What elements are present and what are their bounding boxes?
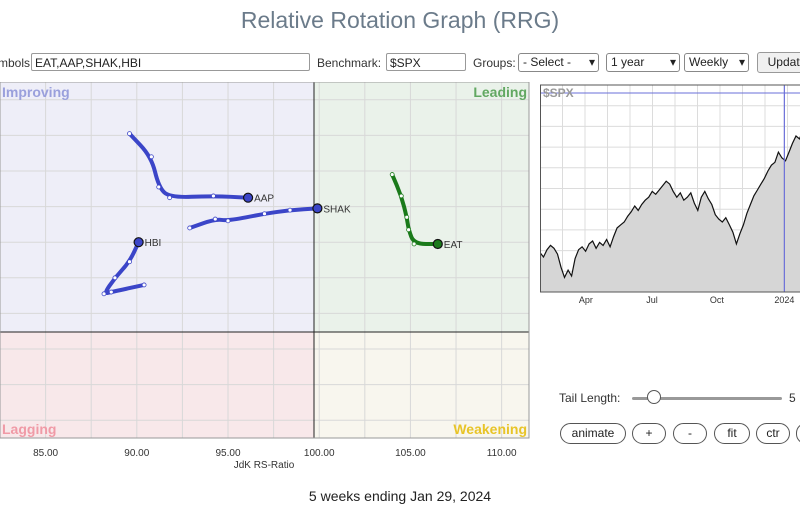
tail-point — [211, 193, 216, 199]
tail-point — [108, 289, 114, 295]
symbols-label: Symbols: — [0, 56, 34, 70]
tail-point — [167, 195, 173, 201]
quadrant-label-improving: Improving — [2, 84, 70, 100]
date-range-footer: 5 weeks ending Jan 29, 2024 — [308, 488, 492, 504]
interval-select[interactable]: Weekly — [684, 53, 749, 72]
period-select[interactable]: 1 year — [606, 53, 680, 72]
label-eat: EAT — [444, 240, 463, 251]
benchmark-label: Benchmark: — [317, 56, 382, 70]
tail-length-label: Tail Length: — [559, 391, 621, 405]
spx-area-fill — [540, 136, 800, 292]
tail-point — [127, 131, 132, 137]
label-shak: SHAK — [323, 204, 351, 215]
tail-point — [212, 216, 218, 222]
tail-point — [112, 275, 118, 281]
label-hbi: HBI — [145, 238, 162, 249]
tail-point — [101, 291, 107, 297]
tail-point — [287, 207, 293, 213]
tail-point — [141, 282, 147, 288]
spx-title: $SPX — [543, 86, 574, 100]
tail-point — [127, 259, 132, 265]
label-aap: AAP — [254, 194, 274, 205]
point-shak[interactable] — [312, 203, 323, 214]
fit-button[interactable]: fit — [714, 423, 750, 444]
spx-price-line — [540, 135, 800, 279]
page-title: Relative Rotation Graph (RRG) — [240, 7, 560, 33]
x-tick-label: 100.00 — [304, 448, 335, 459]
x-tick-label: 85.00 — [33, 448, 58, 459]
tail-length-handle[interactable] — [646, 390, 661, 404]
point-aap[interactable] — [242, 192, 254, 203]
x-tick-label: 90.00 — [124, 448, 149, 459]
symbols-input[interactable]: EAT,AAP,SHAK,HBI — [31, 53, 310, 71]
tail-point — [411, 241, 417, 247]
tail-shak — [187, 206, 320, 230]
quadrant-label-lagging: Lagging — [2, 421, 56, 437]
groups-select[interactable]: - Select - — [518, 53, 599, 72]
x-tick-label: Jul — [646, 295, 658, 305]
update-button[interactable]: Update — [757, 52, 800, 73]
point-hbi[interactable] — [133, 237, 144, 248]
point-eat[interactable] — [432, 238, 443, 250]
zoom-out-button[interactable]: - — [673, 423, 707, 444]
tail-point — [187, 225, 193, 231]
tail-hbi — [104, 240, 147, 296]
spx-chart: $SPX Apr Jul Oct 2024 — [540, 84, 800, 305]
tail-point — [404, 214, 410, 220]
tail-point — [262, 211, 267, 217]
x-tick-label: Oct — [710, 295, 725, 305]
groups-label: Groups: — [473, 56, 516, 70]
extra-button[interactable] — [796, 423, 800, 444]
tail-point — [149, 154, 154, 160]
tail-point — [389, 172, 395, 177]
tail-point — [156, 184, 162, 190]
x-tick-label: 95.00 — [216, 448, 241, 459]
tail-point — [406, 227, 412, 233]
tail-length-value: 5 — [789, 391, 796, 405]
tail-length-track[interactable] — [632, 397, 782, 400]
quadrant-label-weakening: Weakening — [453, 421, 527, 437]
rrg-plot-frame — [0, 82, 530, 439]
quadrant-label-leading: Leading — [473, 84, 527, 100]
spx-plot-frame — [540, 84, 800, 293]
x-tick-label: 2024 — [774, 295, 794, 305]
tail-point — [398, 193, 404, 199]
animate-button[interactable]: animate — [560, 423, 626, 444]
benchmark-input[interactable]: $SPX — [386, 53, 466, 71]
center-button[interactable]: ctr — [756, 423, 790, 444]
zoom-in-button[interactable]: + — [632, 423, 666, 444]
x-tick-label: 105.00 — [395, 448, 426, 459]
tail-point — [225, 218, 231, 224]
x-axis-label: JdK RS-Ratio — [234, 460, 295, 471]
rrg-chart: Improving Leading Lagging Weakening AAP S… — [0, 82, 530, 471]
x-tick-label: Apr — [579, 295, 593, 305]
x-tick-label: 110.00 — [487, 448, 517, 459]
